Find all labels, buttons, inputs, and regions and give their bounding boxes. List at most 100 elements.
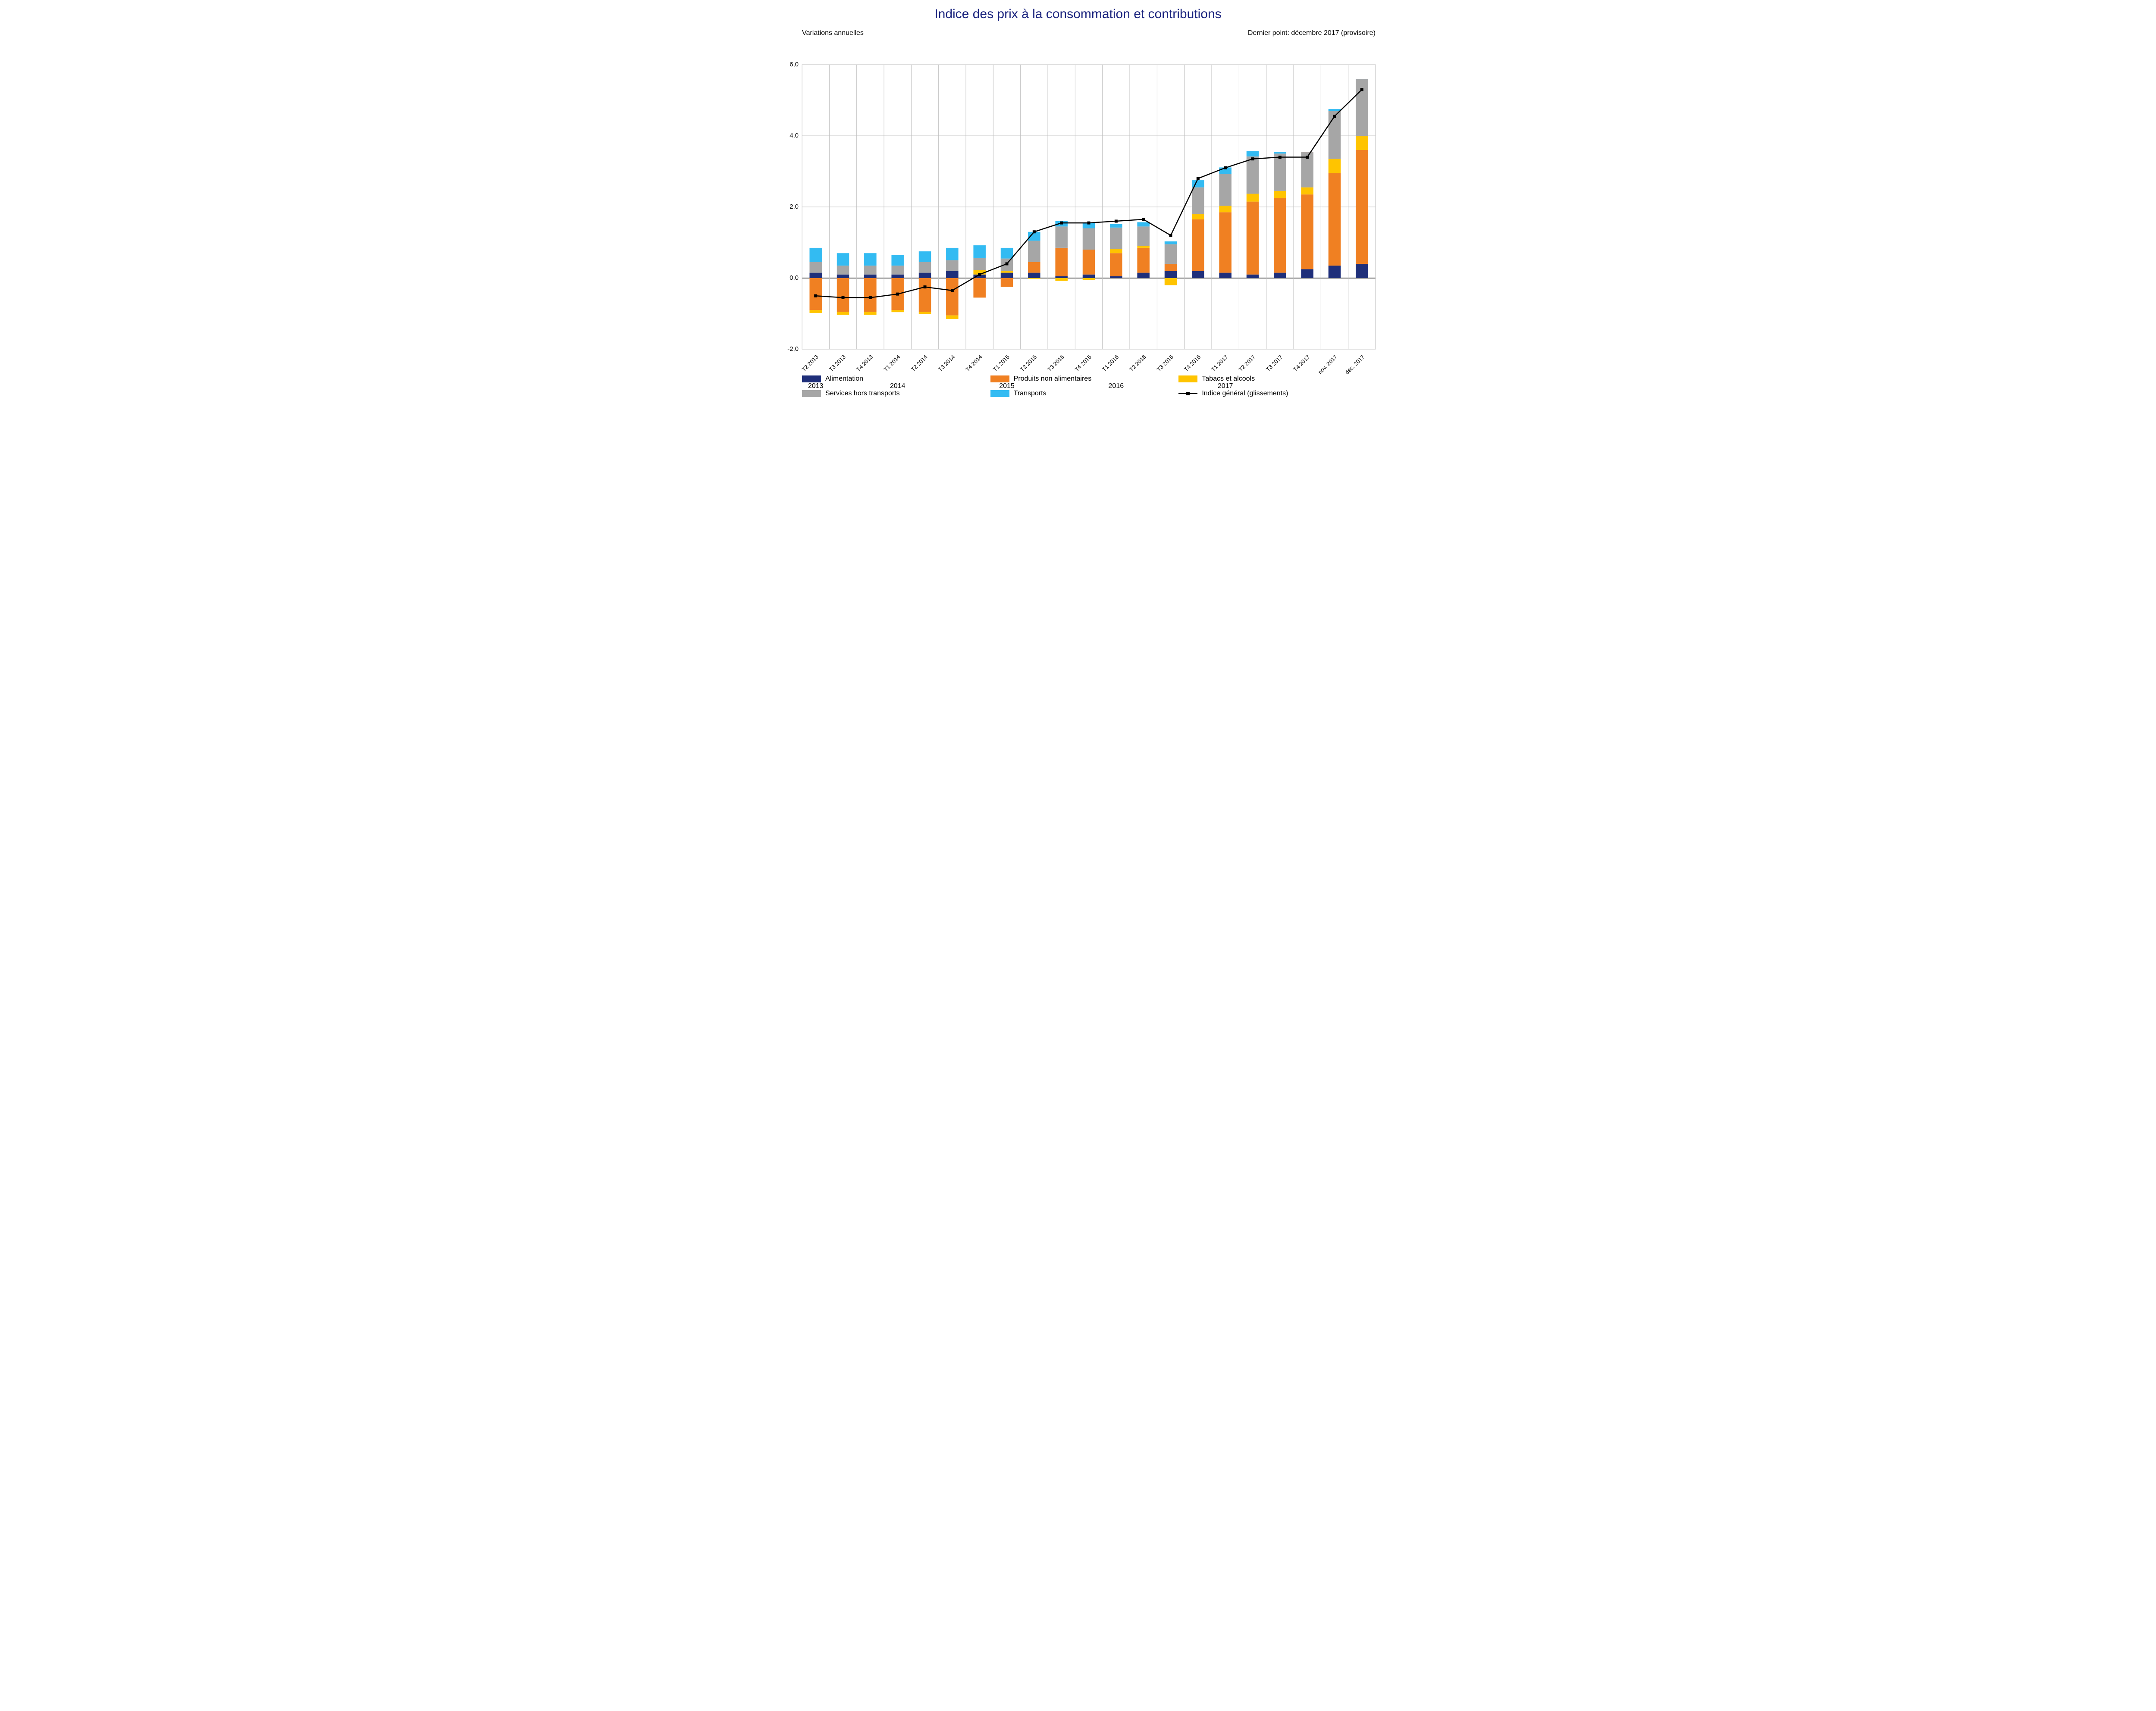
bar-segment <box>1247 275 1259 278</box>
bar-segment <box>1001 273 1013 278</box>
svg-text:T2 2017: T2 2017 <box>1238 353 1257 372</box>
bar-segment <box>1329 266 1341 278</box>
bar-segment <box>1219 174 1232 206</box>
svg-text:T1 2014: T1 2014 <box>882 353 901 372</box>
bar-segment <box>1192 219 1204 271</box>
svg-text:T4 2017: T4 2017 <box>1292 353 1311 372</box>
svg-text:T4 2013: T4 2013 <box>855 353 874 372</box>
bar-segment <box>973 278 985 297</box>
x-tick-label: T4 2014 <box>964 353 983 372</box>
bar-segment <box>1219 206 1232 213</box>
y-tick-label: 4,0 <box>790 132 799 139</box>
svg-text:T1 2016: T1 2016 <box>1101 353 1120 372</box>
bar-segment <box>1329 159 1341 173</box>
bar-segment <box>1137 248 1150 273</box>
bar-segment <box>891 266 904 275</box>
bar-segment <box>864 275 876 278</box>
line-marker <box>978 273 981 276</box>
bar-segment <box>1247 151 1259 156</box>
bar-segment <box>973 245 985 258</box>
bar-segment <box>946 248 959 260</box>
legend-swatch <box>802 375 821 382</box>
bar-segment <box>1356 150 1368 264</box>
svg-text:T4 2014: T4 2014 <box>964 353 983 372</box>
svg-text:T2 2014: T2 2014 <box>910 353 929 372</box>
bar-segment <box>919 278 931 312</box>
legend-line-swatch <box>1178 389 1197 398</box>
bar-segment <box>1110 253 1122 276</box>
y-tick-label: 0,0 <box>790 274 799 282</box>
svg-text:T4 2016: T4 2016 <box>1183 353 1202 372</box>
chart-subtitle-right: Dernier point: décembre 2017 (provisoire… <box>1248 29 1376 37</box>
line-marker <box>1033 230 1036 233</box>
x-tick-label: T2 2016 <box>1128 353 1147 372</box>
line-marker <box>1142 218 1145 221</box>
bar-segment <box>1001 248 1013 259</box>
x-tick-label: T1 2014 <box>882 353 901 372</box>
bar-segment <box>919 262 931 273</box>
svg-text:T2 2013: T2 2013 <box>800 353 819 372</box>
bar-segment <box>837 312 849 315</box>
bar-segment <box>1110 249 1122 253</box>
x-tick-label: T3 2016 <box>1156 353 1175 372</box>
bar-segment <box>1137 222 1150 226</box>
svg-text:T2 2015: T2 2015 <box>1019 353 1038 372</box>
line-marker <box>951 289 954 292</box>
bar-segment <box>809 273 822 278</box>
bar-segment <box>1219 212 1232 272</box>
legend-swatch <box>1178 375 1197 382</box>
svg-text:T1 2015: T1 2015 <box>992 353 1011 372</box>
legend-item: Alimentation <box>802 372 990 386</box>
line-marker <box>924 285 927 288</box>
line-marker <box>1197 177 1200 180</box>
bar-segment <box>1028 241 1040 262</box>
bar-segment <box>1274 273 1286 278</box>
bar-segment <box>837 266 849 275</box>
bar-segment <box>1028 278 1040 279</box>
svg-text:T1 2017: T1 2017 <box>1210 353 1229 372</box>
chart-subtitle-left: Variations annuelles <box>802 29 864 37</box>
y-tick-label: -2,0 <box>787 345 799 353</box>
bar-segment <box>837 275 849 278</box>
line-marker <box>896 293 899 296</box>
bar-segment <box>1165 244 1177 264</box>
bar-segment <box>1247 156 1259 194</box>
line-marker <box>842 296 845 299</box>
legend-label: Alimentation <box>825 375 863 383</box>
x-tick-label: T1 2017 <box>1210 353 1229 372</box>
bar-segment <box>809 278 822 310</box>
bar-segment <box>1083 278 1095 280</box>
line-marker <box>1169 234 1172 237</box>
bar-segment <box>1137 226 1150 246</box>
line-marker <box>1060 222 1063 225</box>
bar-segment <box>1083 250 1095 275</box>
bar-segment <box>1274 152 1286 153</box>
bar-segment <box>891 255 904 266</box>
legend-label: Tabacs et alcools <box>1202 375 1255 383</box>
line-marker <box>1333 115 1336 118</box>
bar-segment <box>1329 173 1341 266</box>
legend-swatch <box>990 375 1009 382</box>
bar-segment <box>1165 278 1177 285</box>
legend-label: Indice général (glissements) <box>1202 390 1288 397</box>
line-marker <box>1006 263 1009 266</box>
bar-segment <box>946 271 959 278</box>
bar-segment <box>1301 269 1313 278</box>
x-tick-label: T2 2015 <box>1019 353 1038 372</box>
line-marker <box>1115 220 1118 223</box>
bar-segment <box>1055 278 1068 281</box>
legend-label: Produits non alimentaires <box>1014 375 1092 383</box>
bar-segment <box>1137 273 1150 278</box>
x-tick-label: T1 2016 <box>1101 353 1120 372</box>
bar-segment <box>1110 276 1122 278</box>
bar-segment <box>1055 276 1068 278</box>
bar-segment <box>809 262 822 273</box>
bar-segment <box>1001 271 1013 273</box>
chart-title: Indice des prix à la consommation et con… <box>763 0 1393 22</box>
x-tick-label: T2 2017 <box>1238 353 1257 372</box>
bar-segment <box>1192 271 1204 278</box>
chart-container: Indice des prix à la consommation et con… <box>763 0 1393 410</box>
bar-segment <box>809 310 822 313</box>
bar-segment <box>1301 188 1313 195</box>
line-marker <box>1087 222 1091 225</box>
